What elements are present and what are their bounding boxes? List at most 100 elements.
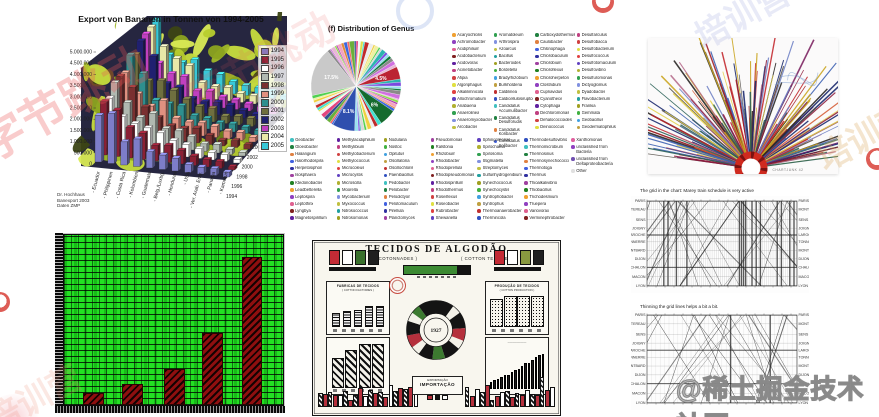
legend-dot bbox=[493, 61, 498, 66]
production-bars bbox=[490, 296, 544, 327]
legend-item: Arcobacter bbox=[452, 125, 492, 130]
mini-bar bbox=[514, 393, 520, 407]
legend-dot bbox=[477, 159, 482, 164]
bar bbox=[164, 369, 185, 405]
legend-item: Chlorobium bbox=[535, 61, 575, 66]
svg-text:2.000.000: 2.000.000 bbox=[70, 117, 92, 123]
legend-label: Achromobacter bbox=[457, 40, 486, 45]
legend-label: Methylibium bbox=[341, 145, 365, 150]
legend-item: 1998 bbox=[261, 81, 284, 90]
legend-item: Carboxydothermus bbox=[535, 33, 575, 38]
mini-bar-group bbox=[343, 391, 353, 407]
legend-dot bbox=[430, 152, 435, 157]
mini-bar bbox=[475, 389, 480, 407]
legend-item: Methylibium bbox=[336, 145, 382, 150]
legend-item: Dyadobacter bbox=[576, 90, 617, 95]
legend-dot bbox=[524, 188, 528, 192]
legend-label: Other bbox=[576, 168, 587, 173]
mini-bar bbox=[332, 313, 341, 327]
svg-text:- Guatemala: - Guatemala bbox=[140, 171, 153, 199]
svg-text:2002: 2002 bbox=[247, 155, 258, 161]
legend-item: Cytophaga bbox=[535, 104, 575, 109]
legend-label: Herpetosiphon bbox=[295, 166, 323, 171]
legend-label: Thermodesulfovibrio bbox=[529, 138, 568, 142]
legend-dot bbox=[576, 111, 581, 116]
legend-dot bbox=[452, 90, 456, 94]
legend-column: Xanthomonas unclassified from Bacteria unc… bbox=[571, 138, 616, 223]
legend-dot bbox=[430, 188, 435, 192]
legend-item: Syntrophobacter bbox=[477, 195, 522, 200]
pie-plot: 4.5% 6% 8.1% 17.5% bbox=[310, 40, 402, 132]
mini-bar-group bbox=[539, 377, 555, 407]
legend-item: Xanthomonas bbox=[571, 138, 616, 143]
legend-label: Halorhodospira bbox=[295, 159, 324, 164]
legend-dot bbox=[336, 152, 341, 157]
mini-bar bbox=[479, 392, 485, 407]
mini-bar bbox=[353, 310, 362, 327]
svg-text:- Panama: - Panama bbox=[206, 171, 217, 194]
legend-item: Desulfococcus bbox=[576, 54, 617, 59]
legend-dot bbox=[576, 33, 581, 37]
legend-item: Trichodesmium bbox=[524, 195, 569, 200]
tecidos-title: TECIDOS DE ALGODÃO bbox=[365, 244, 508, 255]
caption-smudge bbox=[417, 275, 457, 278]
legend-dot bbox=[336, 138, 341, 142]
key-red bbox=[427, 394, 433, 400]
legend-dot bbox=[535, 61, 539, 66]
mini-bar-group bbox=[377, 385, 394, 407]
mini-bar-group bbox=[514, 390, 530, 407]
legend-item: 2000 bbox=[261, 99, 284, 108]
legend-label: Pseudomonas bbox=[435, 138, 463, 142]
legend-label: Variovorax bbox=[529, 208, 550, 213]
legend-item: Verminephrobacter bbox=[524, 216, 569, 221]
svg-text:1998: 1998 bbox=[236, 174, 247, 180]
legend-label: Paenibacillus bbox=[388, 173, 414, 178]
trade-label-box: EXPORTAÇÃO IMPORTAÇÃO bbox=[412, 376, 463, 400]
legend-dot bbox=[383, 173, 388, 178]
legend-dot bbox=[571, 145, 575, 150]
legend-item: Anaerolinea bbox=[452, 111, 492, 116]
mini-bar bbox=[535, 395, 540, 407]
legend-label: Thiobacillus bbox=[529, 187, 552, 192]
legend-label: Bacillus bbox=[498, 54, 514, 59]
red-logo-stamp-icon bbox=[0, 292, 10, 312]
legend-dot bbox=[576, 47, 581, 52]
legend-item: unclassified from Bacteria bbox=[571, 145, 616, 154]
fan-caption: CHARTJUNK 42 bbox=[772, 168, 804, 172]
legend-item: unclassified from Deltaproteobacteria bbox=[571, 157, 616, 166]
legend-year-label: 1996 bbox=[270, 65, 284, 72]
legend-item: Pedobacter bbox=[383, 181, 429, 186]
bar bbox=[241, 256, 263, 405]
faint-pink-blob bbox=[0, 394, 42, 417]
production-box: PRODUÇÃO DE TECIDOS ( COTTON PRODUCTION … bbox=[485, 281, 549, 335]
legend-item: Cupriavidus bbox=[535, 90, 575, 95]
mini-bar-group bbox=[479, 385, 490, 407]
legend-label: Dechloromonas bbox=[540, 111, 570, 116]
legend-item: Azoarcus bbox=[493, 47, 534, 52]
genus-pie-chart: (f) Distribution of Genus 4.5% 6% 8.1% 17.5… bbox=[288, 24, 618, 236]
flag-swatch bbox=[329, 250, 340, 265]
legend-label: Afipia bbox=[457, 75, 468, 80]
svg-text:- USA: - USA bbox=[182, 170, 191, 185]
mini-bar bbox=[327, 392, 333, 407]
legend-label: Ktedonobacter bbox=[295, 180, 323, 185]
legend-year-label: 2003 bbox=[270, 125, 284, 132]
legend-item: Microcystis bbox=[336, 173, 382, 178]
mini-bar bbox=[364, 306, 373, 327]
legend-label: Mycobacterium bbox=[341, 194, 371, 199]
legend-item: Streptomyces bbox=[477, 166, 522, 171]
legend-label: Pirellula bbox=[388, 208, 404, 213]
legend-dot bbox=[535, 83, 539, 87]
mini-bar-group bbox=[489, 392, 505, 407]
legend-dot bbox=[452, 54, 456, 59]
legend-label: Nodularia bbox=[388, 138, 407, 142]
legend-label: Microcoleus bbox=[341, 166, 365, 171]
flag-bars-left bbox=[329, 250, 379, 276]
legend-item: Bradyrhizobium bbox=[493, 76, 534, 81]
legend-dot bbox=[493, 127, 498, 132]
legend-dot bbox=[383, 152, 388, 157]
legend-label: Trichodesmium bbox=[529, 194, 558, 199]
legend-year-label: 2005 bbox=[270, 142, 284, 149]
legend-item: Gemmata bbox=[576, 111, 617, 116]
